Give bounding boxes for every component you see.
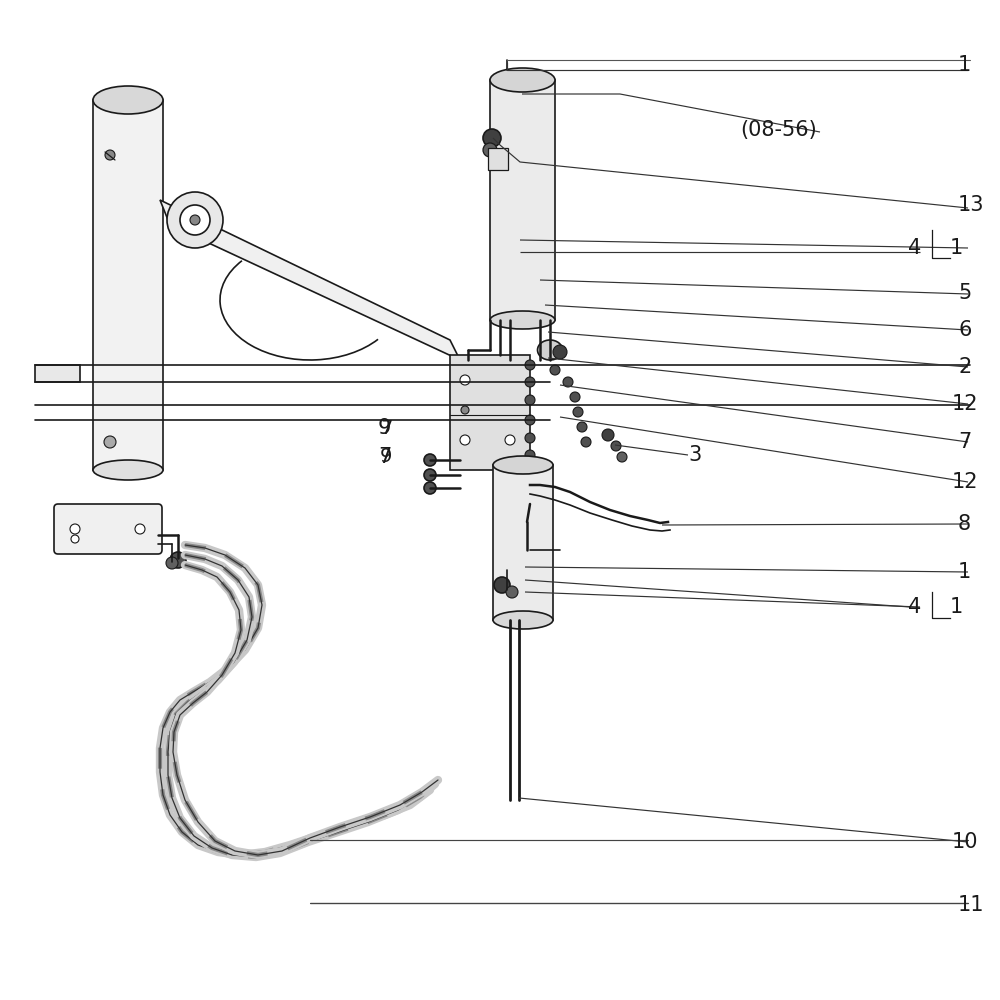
Circle shape <box>505 435 515 445</box>
Circle shape <box>461 406 469 414</box>
Circle shape <box>105 150 115 160</box>
Circle shape <box>525 433 535 443</box>
Text: 7: 7 <box>378 447 391 467</box>
Bar <box>493 465 553 620</box>
Circle shape <box>581 437 591 447</box>
Bar <box>450 355 530 470</box>
Ellipse shape <box>490 311 555 329</box>
Circle shape <box>483 143 497 157</box>
Text: 4: 4 <box>908 597 921 617</box>
Circle shape <box>180 205 210 235</box>
Text: 13: 13 <box>958 195 984 215</box>
Circle shape <box>573 407 583 417</box>
Text: 9: 9 <box>380 448 392 466</box>
Circle shape <box>617 452 627 462</box>
Ellipse shape <box>93 460 163 480</box>
Circle shape <box>135 524 145 534</box>
Circle shape <box>577 422 587 432</box>
Circle shape <box>424 469 436 481</box>
Polygon shape <box>160 200 460 360</box>
Text: 1: 1 <box>958 55 971 75</box>
Circle shape <box>563 377 573 387</box>
FancyBboxPatch shape <box>54 504 162 554</box>
Text: 10: 10 <box>952 832 978 852</box>
Circle shape <box>104 436 116 448</box>
Circle shape <box>460 375 470 385</box>
Bar <box>93 100 163 470</box>
Text: (08-56): (08-56) <box>740 120 817 140</box>
Ellipse shape <box>93 86 163 114</box>
Circle shape <box>602 429 614 441</box>
Circle shape <box>71 535 79 543</box>
Ellipse shape <box>538 340 562 360</box>
Bar <box>490 80 555 320</box>
Circle shape <box>70 524 80 534</box>
Circle shape <box>483 129 501 147</box>
Text: 1: 1 <box>950 238 963 258</box>
Text: 4: 4 <box>908 238 921 258</box>
Circle shape <box>553 345 567 359</box>
Ellipse shape <box>493 611 553 629</box>
Circle shape <box>525 377 535 387</box>
Text: 7: 7 <box>958 432 971 452</box>
Bar <box>488 148 508 170</box>
Circle shape <box>460 435 470 445</box>
Text: 1: 1 <box>950 597 963 617</box>
Text: 5: 5 <box>958 283 971 303</box>
Text: 8: 8 <box>958 514 971 534</box>
Bar <box>35 365 80 382</box>
Circle shape <box>190 215 200 225</box>
Circle shape <box>611 441 621 451</box>
Text: 6: 6 <box>958 320 971 340</box>
Circle shape <box>424 454 436 466</box>
Ellipse shape <box>493 456 553 474</box>
Text: 12: 12 <box>952 394 978 414</box>
Circle shape <box>170 552 186 568</box>
Text: 3: 3 <box>688 445 701 465</box>
Circle shape <box>550 365 560 375</box>
Circle shape <box>166 557 178 569</box>
Circle shape <box>506 586 518 598</box>
Text: 7: 7 <box>380 418 392 438</box>
Circle shape <box>525 415 535 425</box>
Circle shape <box>494 577 510 593</box>
Circle shape <box>525 450 535 460</box>
Ellipse shape <box>490 68 555 92</box>
Circle shape <box>167 192 223 248</box>
Circle shape <box>525 360 535 370</box>
Text: 12: 12 <box>952 472 978 492</box>
Circle shape <box>570 392 580 402</box>
Circle shape <box>525 395 535 405</box>
Text: 2: 2 <box>958 357 971 377</box>
Text: 11: 11 <box>958 895 984 915</box>
Text: 9: 9 <box>378 418 391 438</box>
Circle shape <box>424 482 436 494</box>
Text: 1: 1 <box>958 562 971 582</box>
